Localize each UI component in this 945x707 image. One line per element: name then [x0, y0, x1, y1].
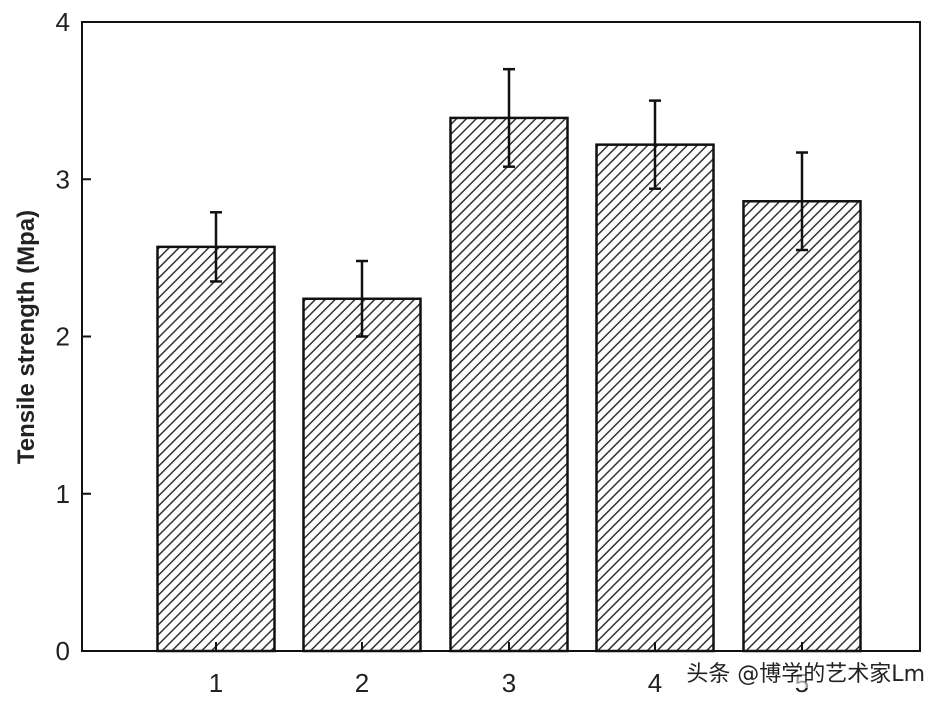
bar-3: [449, 116, 569, 653]
y-tick-label: 0: [56, 636, 70, 666]
bar-1: [156, 245, 276, 653]
y-tick-label: 1: [56, 479, 70, 509]
bar-4: [595, 143, 715, 653]
bar-5: [742, 200, 862, 653]
y-axis-title: Tensile strength (Mpa): [13, 210, 40, 464]
x-tick-label: 1: [209, 668, 223, 698]
watermark-text: 头条 @博学的艺术家Lm: [684, 656, 927, 688]
y-axis: 0 1 2 3 4: [56, 7, 91, 666]
x-tick-label: 4: [648, 668, 662, 698]
bars-group: [156, 67, 862, 653]
y-tick-label: 2: [56, 322, 70, 352]
bar-2: [302, 297, 422, 653]
x-tick-label: 2: [355, 668, 369, 698]
x-tick-label: 3: [502, 668, 516, 698]
y-tick-label: 4: [56, 7, 70, 37]
y-tick-label: 3: [56, 164, 70, 194]
